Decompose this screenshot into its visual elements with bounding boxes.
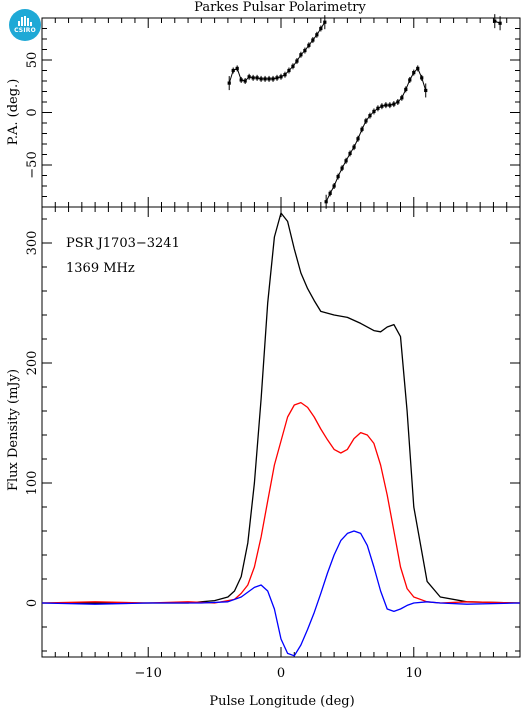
pa-point: [408, 78, 412, 82]
pa-point: [239, 78, 243, 82]
pa-point: [235, 66, 239, 70]
psr-name-label: PSR J1703−3241: [66, 236, 180, 251]
flux-xtick-label: 0: [277, 666, 285, 681]
flux-ylabel: Flux Density (mJy): [6, 369, 21, 491]
pa-point: [376, 106, 380, 110]
csiro-logo-text: CSIRO: [14, 27, 36, 34]
pa-point: [332, 184, 336, 188]
pa-ylabel: P.A. (deg.): [6, 79, 21, 146]
pa-point: [356, 137, 360, 141]
pa-point: [412, 71, 416, 75]
pa-panel: −50 0 50: [25, 14, 521, 209]
pa-point: [283, 73, 287, 77]
pa-point: [255, 76, 259, 80]
flux-xtick-label: −10: [135, 666, 162, 681]
pa-point: [416, 66, 420, 70]
pa-point: [303, 48, 307, 53]
flux-ytick-label: 300: [25, 231, 40, 256]
pa-series-line: [325, 67, 427, 202]
csiro-bars-icon: [18, 16, 32, 26]
pa-point: [243, 79, 247, 83]
pa-point: [384, 103, 388, 107]
flux-ytick-label: 200: [25, 351, 40, 376]
pa-point: [323, 20, 327, 24]
pa-point: [227, 81, 231, 85]
pa-point: [336, 174, 340, 179]
pa-point: [424, 88, 428, 93]
pa-point: [287, 68, 291, 73]
pa-point: [275, 76, 279, 80]
pa-frame: [41, 17, 521, 208]
csiro-logo: CSIRO: [9, 9, 41, 41]
pa-ytick-label: 0: [25, 108, 40, 116]
pa-point: [291, 64, 295, 68]
pa-point: [493, 19, 497, 23]
flux-series-line: [42, 212, 520, 604]
frequency-label: 1369 MHz: [66, 261, 135, 276]
pa-point: [319, 26, 323, 31]
pa-point: [263, 77, 267, 81]
pa-point: [315, 33, 319, 37]
pa-point: [380, 104, 384, 108]
pa-point: [259, 77, 263, 81]
pa-point: [340, 166, 344, 170]
pa-point: [348, 151, 352, 156]
pa-point: [311, 38, 315, 42]
pa-series-line: [228, 21, 326, 84]
pa-point: [324, 200, 328, 204]
pa-ytick-label: 50: [25, 52, 40, 69]
pa-point: [404, 87, 408, 91]
pa-point: [498, 21, 502, 25]
pa-point: [328, 191, 332, 195]
pa-point: [368, 114, 372, 118]
flux-xtick-label: 10: [406, 666, 423, 681]
pa-point: [279, 75, 283, 79]
flux-ytick-label: 100: [25, 471, 40, 496]
pa-point: [396, 100, 400, 104]
pa-point: [271, 77, 275, 81]
flux-ytick-label: 0: [25, 599, 40, 607]
pa-point: [372, 109, 376, 114]
pa-point: [295, 59, 299, 63]
pa-point: [388, 103, 392, 107]
pa-point: [364, 119, 368, 123]
pa-point: [231, 68, 235, 73]
pa-point: [307, 43, 311, 47]
flux-panel: 0 100 200 300 −10 0 10: [25, 206, 521, 681]
pa-point: [420, 76, 424, 80]
chart-title: Parkes Pulsar Polarimetry: [194, 0, 366, 15]
pa-point: [299, 53, 303, 57]
pa-point: [352, 145, 356, 149]
pa-point: [247, 75, 251, 79]
pa-point: [360, 127, 364, 131]
pa-ytick-label: −50: [25, 151, 40, 178]
flux-series-line: [42, 401, 520, 604]
pa-point: [344, 159, 348, 163]
pa-point: [392, 102, 396, 106]
pa-point: [251, 76, 255, 80]
pa-point: [400, 96, 404, 100]
flux-xlabel: Pulse Longitude (deg): [209, 694, 354, 709]
flux-series-line: [42, 530, 520, 657]
pa-point: [267, 77, 271, 81]
